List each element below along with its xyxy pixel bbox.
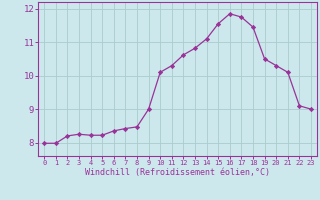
X-axis label: Windchill (Refroidissement éolien,°C): Windchill (Refroidissement éolien,°C) <box>85 168 270 177</box>
